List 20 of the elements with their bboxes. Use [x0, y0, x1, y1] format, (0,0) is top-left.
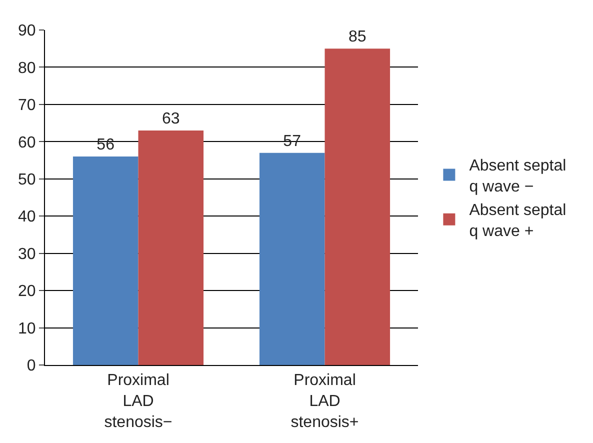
- bar: [324, 48, 390, 365]
- data-label: 85: [348, 28, 366, 46]
- y-tick-label: 90: [18, 22, 36, 40]
- y-tick-label: 40: [18, 208, 36, 226]
- y-tick-label: 20: [18, 283, 36, 300]
- y-tick-label: 0: [26, 358, 36, 375]
- legend-label: Absent septal q wave −: [469, 158, 566, 196]
- y-tick-label: 50: [18, 171, 36, 188]
- y-tick-label: 80: [18, 60, 36, 77]
- y-tick-label: 30: [18, 246, 36, 263]
- bar: [259, 152, 325, 365]
- y-tick-label: 60: [18, 134, 36, 152]
- y-tick-label: 10: [18, 320, 36, 338]
- legend-label: Absent septal q wave +: [469, 202, 566, 240]
- y-tick-label: 70: [18, 97, 36, 114]
- bar: [138, 130, 204, 365]
- bar: [72, 156, 138, 365]
- x-tick-label: Proximal LAD stenosis+: [290, 372, 359, 431]
- data-label: 63: [162, 110, 180, 128]
- x-tick-label: Proximal LAD stenosis−: [104, 372, 172, 431]
